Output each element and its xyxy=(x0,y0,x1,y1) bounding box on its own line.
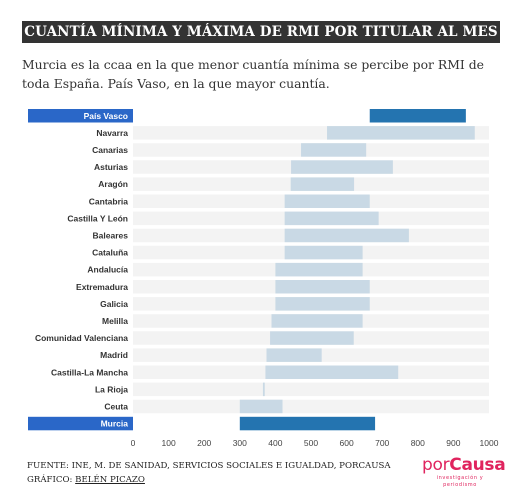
source-text: FUENTE: INE, M. DE SANIDAD, SERVICIOS SO… xyxy=(27,461,391,471)
category-label-madrid: Madrid xyxy=(100,350,128,360)
range-bar-cantabria xyxy=(284,194,370,208)
x-tick-label-300: 300 xyxy=(233,438,247,448)
range-bar-extremadura xyxy=(275,280,370,294)
category-label-la-rioja: La Rioja xyxy=(95,384,128,394)
range-bar-castilla-y-leon xyxy=(284,211,379,226)
category-label-castilla-y-leon: Castilla Y León xyxy=(67,213,128,223)
x-tick-label-100: 100 xyxy=(162,438,176,448)
category-label-pais-vasco: País Vasco xyxy=(84,111,128,121)
category-label-murcia: Murcia xyxy=(101,419,129,429)
logo-text-part1: por xyxy=(422,455,450,475)
range-bar-comunidad-valenciana xyxy=(270,331,354,345)
category-label-baleares: Baleares xyxy=(93,230,129,240)
x-tick-label-900: 900 xyxy=(446,438,460,448)
logo-text-part2: Causa xyxy=(449,455,506,475)
category-label-canarias: Canarias xyxy=(92,145,128,155)
x-tick-label-600: 600 xyxy=(340,438,354,448)
x-tick-label-800: 800 xyxy=(411,438,425,448)
category-label-melilla: Melilla xyxy=(102,316,128,326)
range-bar-galicia xyxy=(275,297,370,311)
range-bar-la-rioja xyxy=(262,382,265,397)
x-tick-label-400: 400 xyxy=(268,438,282,448)
category-label-asturias: Asturias xyxy=(94,162,128,172)
row-background-ceuta xyxy=(133,399,489,414)
category-label-ceuta: Ceuta xyxy=(104,401,128,411)
category-label-aragon: Aragón xyxy=(98,179,128,189)
x-tick-label-200: 200 xyxy=(197,438,211,448)
range-bar-melilla xyxy=(271,314,363,328)
category-label-navarra: Navarra xyxy=(96,128,128,138)
credit-line: GRÁFICO: BELÉN PICAZO xyxy=(27,473,391,487)
range-bar-pais-vasco xyxy=(369,109,466,123)
credit-name: BELÉN PICAZO xyxy=(75,475,145,485)
range-bar-ceuta xyxy=(239,399,283,414)
porcausa-logo: porCausa investigación y periodismo xyxy=(422,455,506,489)
range-bar-navarra xyxy=(327,126,475,140)
category-label-cataluna: Cataluña xyxy=(92,248,128,258)
range-bar-chart: País Vasco Navarra Canarias Asturias Aragón C… xyxy=(28,109,499,448)
credit-label: GRÁFICO: xyxy=(27,475,73,485)
x-tick-label-0: 0 xyxy=(131,438,136,448)
category-label-andalucia: Andalucía xyxy=(87,265,128,275)
x-tick-label-700: 700 xyxy=(375,438,389,448)
highlight-label-bg-murcia xyxy=(28,416,133,431)
range-bar-baleares xyxy=(284,228,409,243)
category-label-cantabria: Cantabria xyxy=(89,196,128,206)
logo-tagline: investigación y periodismo xyxy=(436,475,484,488)
x-tick-label-500: 500 xyxy=(304,438,318,448)
chart-title: CUANTÍA MÍNIMA Y MÁXIMA DE RMI POR TITUL… xyxy=(22,21,500,43)
range-bar-canarias xyxy=(301,143,367,157)
category-label-extremadura: Extremadura xyxy=(76,282,128,292)
category-label-comunidad-valenciana: Comunidad Valenciana xyxy=(35,333,128,343)
range-bar-madrid xyxy=(266,348,322,362)
source-note: FUENTE: INE, M. DE SANIDAD, SERVICIOS SO… xyxy=(27,459,391,487)
range-bar-murcia xyxy=(239,416,376,431)
row-background-la-rioja xyxy=(133,382,489,397)
category-label-galicia: Galicia xyxy=(100,299,128,309)
x-tick-label-1000: 1000 xyxy=(480,438,499,448)
range-bar-asturias xyxy=(291,160,393,174)
range-bar-castilla-la-mancha xyxy=(265,365,399,379)
highlight-label-bg-pais-vasco xyxy=(28,109,133,123)
range-bar-andalucia xyxy=(275,262,363,277)
category-label-castilla-la-mancha: Castilla-La Mancha xyxy=(51,367,128,377)
range-bar-cataluna xyxy=(284,245,363,260)
chart-subtitle: Murcia es la ccaa en la que menor cuantí… xyxy=(22,57,485,91)
range-bar-aragon xyxy=(290,177,355,191)
